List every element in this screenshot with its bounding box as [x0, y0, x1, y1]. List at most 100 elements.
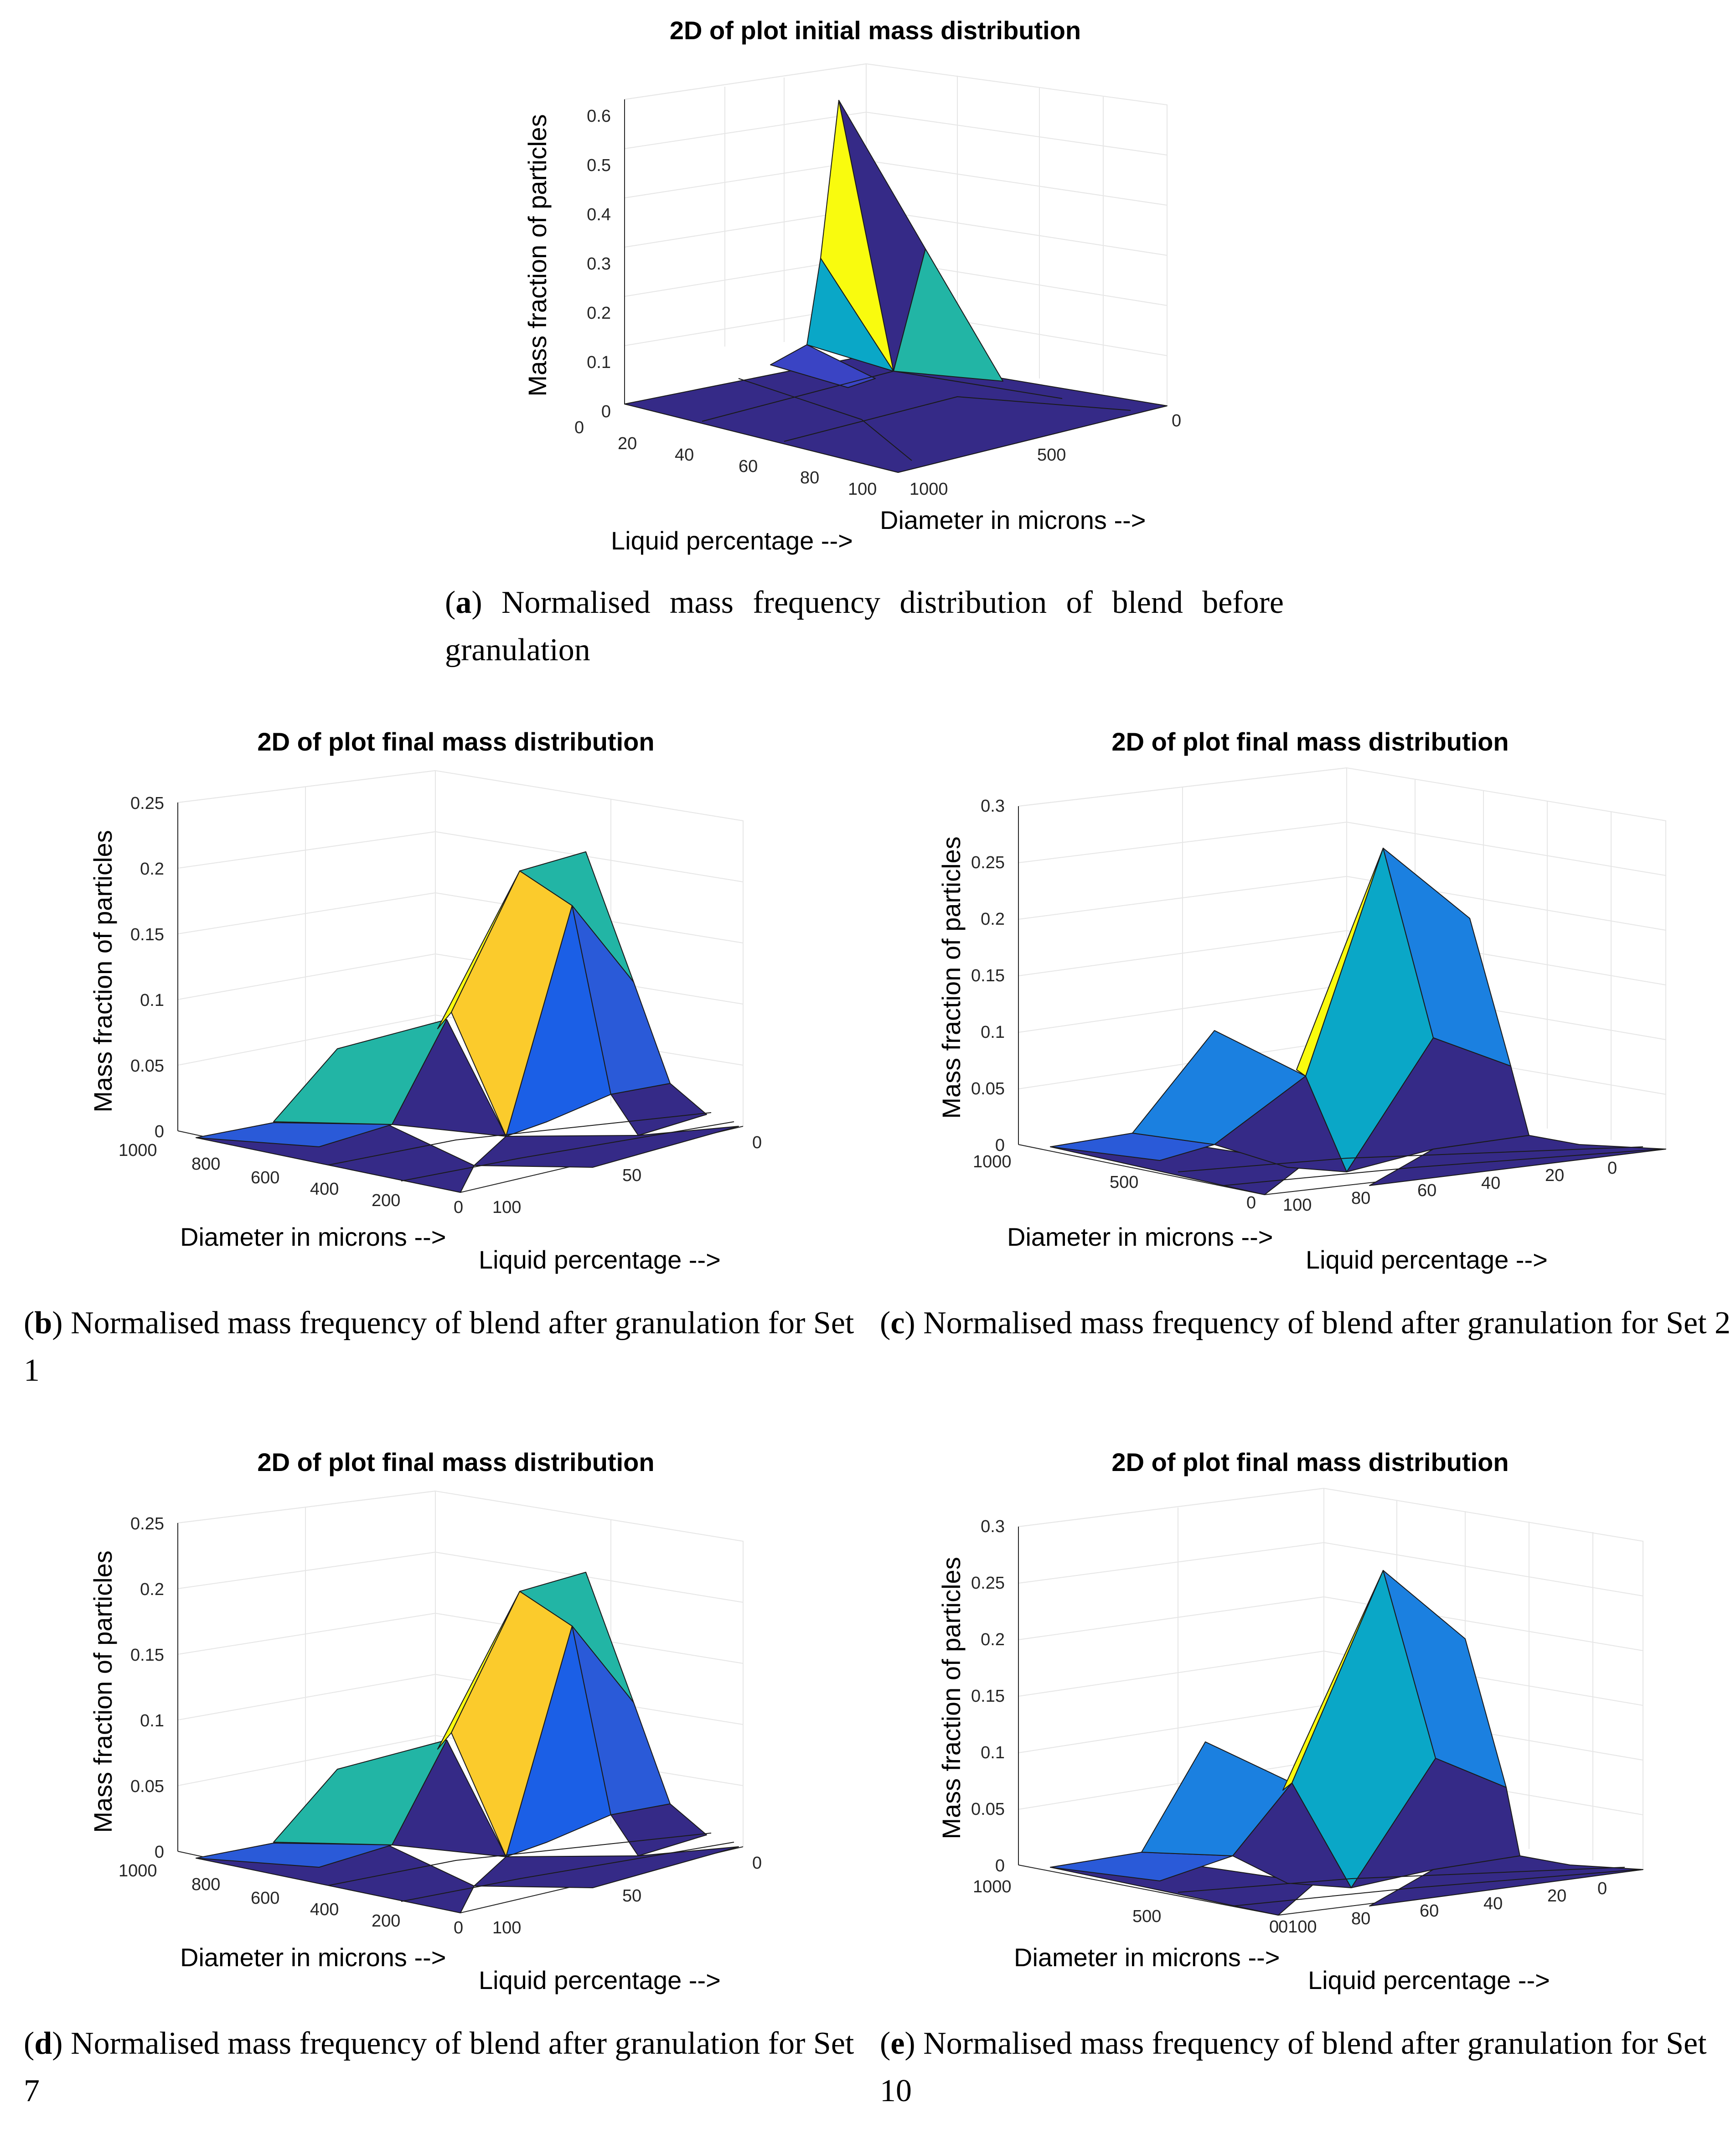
surface-facet — [1178, 1867, 1625, 1893]
x-tick-label: 0 — [574, 418, 584, 437]
caption-text: Normalised mass frequency distribution o… — [445, 585, 1284, 668]
chart-c-svg: 2D of plot final mass distribution — [937, 727, 1666, 1274]
surface-facet — [474, 1846, 739, 1888]
y-tick-label: 80 — [1351, 1909, 1370, 1928]
figure-caption: (d) Normalised mass frequency of blend a… — [24, 2026, 854, 2108]
caption-letter: d — [34, 2026, 52, 2061]
surface-facet — [624, 355, 1168, 473]
z-tick-label: 0.3 — [587, 254, 611, 274]
x-tick-label: 1000 — [119, 1861, 157, 1880]
z-tick-label: 0 — [995, 1136, 1005, 1155]
surface-facet — [1346, 1037, 1529, 1172]
y-tick-label: 60 — [1420, 1901, 1439, 1921]
y-axis-label: Liquid percentage --> — [1306, 1245, 1548, 1274]
y-tick-label: 50 — [622, 1886, 641, 1906]
z-axis-label: Mass fraction of particles — [523, 114, 552, 396]
z-tick-label: 0.15 — [130, 925, 164, 944]
chart-e-x-ticks: 1000 500 0 — [973, 1877, 1279, 1937]
surface-facet — [702, 371, 1063, 422]
x-tick-label: 20 — [618, 434, 637, 453]
z-axis-label: Mass fraction of particles — [937, 1557, 966, 1839]
z-tick-label: 0 — [155, 1843, 164, 1862]
y-tick-label: 100 — [1283, 1196, 1312, 1215]
z-tick-label: 0.15 — [971, 966, 1005, 985]
x-tick-label: 0 — [1246, 1193, 1256, 1212]
surface-facet — [784, 396, 1131, 442]
z-tick-label: 0.1 — [140, 1711, 164, 1730]
chart-d-svg: 2D of plot final mass distribution — [88, 1448, 762, 1994]
x-tick-label: 600 — [251, 1168, 279, 1187]
z-tick-label: 0.2 — [140, 860, 164, 879]
z-tick-label: 0.1 — [140, 991, 164, 1010]
z-tick-label: 0.5 — [587, 156, 611, 175]
z-axis-label: Mass fraction of particles — [88, 830, 117, 1112]
surface-facet — [401, 1121, 734, 1181]
z-tick-label: 0.15 — [130, 1646, 164, 1665]
chart-title: 2D of plot final mass distribution — [1111, 1448, 1509, 1476]
y-axis-label: Liquid percentage --> — [479, 1245, 721, 1274]
y-tick-label: 0100 — [1278, 1917, 1317, 1937]
x-tick-label: 1000 — [973, 1877, 1012, 1896]
surface-facet — [401, 1842, 734, 1902]
x-axis-label: Diameter in microns --> — [180, 1943, 446, 1972]
caption-text: Normalised mass frequency of blend after… — [915, 1305, 1731, 1341]
z-tick-label: 0.3 — [981, 1517, 1005, 1536]
y-tick-label: 60 — [1417, 1181, 1436, 1200]
chart-a-y-ticks: 1000 500 0 — [909, 411, 1181, 499]
z-tick-label: 0.15 — [971, 1687, 1005, 1706]
x-axis-label: Liquid percentage --> — [611, 526, 853, 555]
chart-c-z-ticks: 0 0.05 0.1 0.15 0.2 0.25 0.3 — [971, 797, 1005, 1155]
x-tick-label: 800 — [191, 1875, 220, 1894]
z-tick-label: 0.05 — [130, 1057, 164, 1076]
y-tick-label: 50 — [622, 1166, 641, 1185]
figure-caption: (c) Normalised mass frequency of blend a… — [880, 1305, 1731, 1341]
chart-panel-b: 2D of plot final mass distribution — [0, 711, 868, 1414]
x-axis-label: Diameter in microns --> — [180, 1222, 446, 1251]
chart-panel-a: 2D of plot initial mass distribution — [0, 0, 1736, 684]
x-tick-label: 0 — [1269, 1917, 1279, 1937]
z-tick-label: 0.05 — [971, 1800, 1005, 1819]
chart-e-y-ticks: 0100 80 60 40 20 0 — [1278, 1879, 1607, 1937]
surface-facet — [392, 1019, 506, 1137]
y-tick-label: 0 — [1172, 411, 1181, 430]
caption-letter: c — [890, 1305, 905, 1341]
z-tick-label: 0.2 — [140, 1580, 164, 1599]
y-tick-label: 100 — [492, 1198, 521, 1217]
chart-a-svg: 2D of plot initial mass distribution — [523, 16, 1181, 555]
z-tick-label: 0.6 — [587, 107, 611, 126]
chart-b-y-ticks: 100 50 0 — [492, 1133, 762, 1217]
surface-facet — [474, 1126, 739, 1168]
z-axis-label: Mass fraction of particles — [88, 1550, 117, 1833]
chart-a-z-ticks: 0 0.1 0.2 0.3 0.4 0.5 0.6 — [587, 107, 611, 421]
x-axis-label: Diameter in microns --> — [1007, 1222, 1273, 1251]
z-tick-label: 0.05 — [130, 1777, 164, 1796]
z-tick-label: 0.1 — [587, 353, 611, 372]
chart-title: 2D of plot final mass distribution — [257, 727, 654, 756]
chart-e-surface — [1050, 1570, 1643, 1916]
chart-panel-c: 2D of plot final mass distribution — [868, 711, 1736, 1414]
figure-caption: (b) Normalised mass frequency of blend a… — [24, 1305, 854, 1388]
y-tick-label: 0 — [752, 1854, 762, 1873]
chart-c-surface — [1050, 848, 1666, 1195]
x-tick-label: 400 — [310, 1180, 339, 1199]
y-tick-label: 0 — [1597, 1879, 1607, 1898]
surface-facet — [328, 1833, 712, 1886]
z-tick-label: 0.2 — [587, 304, 611, 323]
x-tick-label: 60 — [739, 457, 758, 476]
chart-title: 2D of plot final mass distribution — [257, 1448, 654, 1476]
caption-letter: e — [890, 2026, 905, 2061]
y-axis-label: Diameter in microns --> — [880, 506, 1146, 534]
chart-title: 2D of plot final mass distribution — [1111, 727, 1509, 756]
z-tick-label: 0 — [155, 1122, 164, 1141]
z-tick-label: 0.3 — [981, 797, 1005, 816]
chart-panel-e: 2D of plot final mass distribution — [868, 1432, 1736, 2134]
z-tick-label: 0.25 — [130, 1514, 164, 1533]
caption-text: Normalised mass frequency of blend after… — [24, 2026, 854, 2108]
z-tick-label: 0.4 — [587, 205, 611, 224]
chart-d-x-ticks: 1000 800 600 400 200 0 — [119, 1861, 463, 1937]
figure-caption: (a) Normalised mass frequency distributi… — [445, 585, 1284, 668]
x-tick-label: 1000 — [973, 1152, 1012, 1171]
chart-d-z-ticks: 0 0.05 0.1 0.15 0.2 0.25 — [130, 1514, 164, 1862]
surface-facet — [1232, 1869, 1639, 1906]
y-tick-label: 1000 — [909, 480, 948, 499]
